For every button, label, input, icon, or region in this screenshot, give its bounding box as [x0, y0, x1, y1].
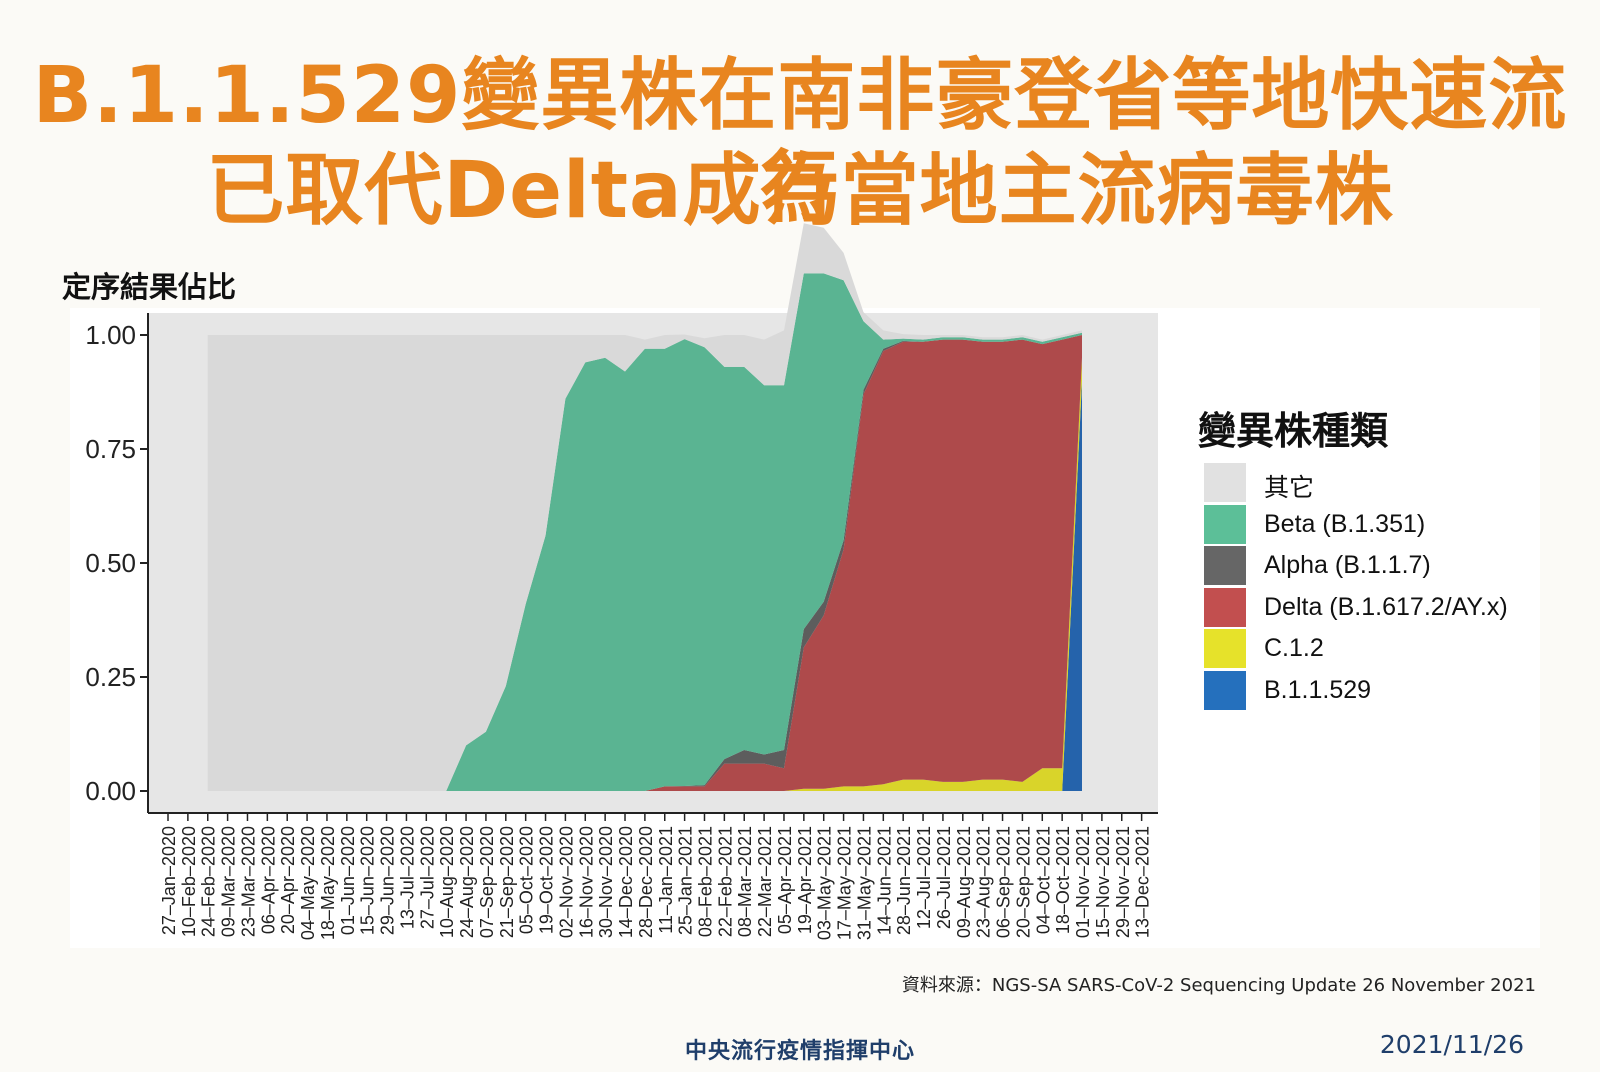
y-tick-label: 0.75 — [85, 434, 136, 464]
x-tick-label: 24–Aug–2020 — [457, 826, 477, 938]
x-tick-label: 02–Nov–2020 — [556, 826, 576, 938]
x-tick-label: 16–Nov–2020 — [576, 826, 596, 938]
x-tick-label: 07–Sep–2020 — [477, 826, 497, 938]
x-tick-label: 21–Sep–2020 — [497, 826, 517, 938]
legend-swatch — [1204, 504, 1246, 544]
x-tick-label: 23–Aug–2021 — [974, 826, 994, 938]
x-tick-label: 17–May–2021 — [835, 826, 855, 940]
x-tick-label: 14–Jun–2021 — [874, 826, 894, 935]
x-tick-label: 29–Nov–2021 — [1113, 826, 1133, 938]
x-tick-label: 06–Apr–2020 — [258, 826, 278, 934]
x-tick-label: 13–Dec–2021 — [1133, 826, 1153, 938]
x-tick-label: 06–Sep–2021 — [994, 826, 1014, 938]
x-tick-label: 27–Jul–2020 — [417, 826, 437, 929]
area-series-delta-b-1-617-2-ay-x — [207, 335, 1082, 791]
x-tick-label: 28–Jun–2021 — [894, 826, 914, 935]
legend-label: 其它 — [1264, 474, 1315, 502]
x-tick-label: 10–Feb–2020 — [179, 826, 199, 937]
footer-date: 2021/11/26 — [1379, 1030, 1524, 1059]
x-tick-label: 30–Nov–2020 — [596, 826, 616, 938]
area-series-beta-b-1-351 — [207, 273, 1082, 791]
x-tick-label: 15–Nov–2021 — [1093, 826, 1113, 938]
x-tick-label: 04–Oct–2021 — [1033, 826, 1053, 934]
legend-swatch — [1204, 546, 1246, 586]
x-tick-label: 08–Mar–2021 — [735, 826, 755, 937]
x-tick-label: 24–Feb–2020 — [199, 826, 219, 937]
legend-swatch — [1204, 463, 1246, 502]
x-tick-label: 20–Sep–2021 — [1013, 826, 1033, 938]
y-tick-label: 0.00 — [85, 776, 136, 806]
x-tick-label: 31–May–2021 — [854, 826, 874, 940]
footer-organization: 中央流行疫情指揮中心 — [684, 1039, 915, 1064]
x-tick-label: 19–Apr–2021 — [795, 826, 815, 934]
variant-area-chart: 0.00 0.25 0.50 0.75 1.00 27–Jan–2020 10–Feb–20… — [85, 223, 1158, 941]
legend-swatch — [1204, 670, 1246, 710]
area-series- — [207, 223, 1082, 792]
x-tick-label: 13–Jul–2020 — [397, 826, 417, 929]
x-tick-label: 08–Feb–2021 — [695, 826, 715, 937]
x-tick-label: 25–Jan–2021 — [676, 826, 696, 935]
x-tick-label: 09–Aug–2021 — [954, 826, 974, 938]
y-tick-label: 1.00 — [85, 320, 136, 350]
legend-label: Beta (B.1.351) — [1264, 509, 1426, 538]
x-tick-label: 19–Oct–2020 — [537, 826, 557, 934]
y-tick-label: 0.25 — [85, 662, 136, 692]
chart-title-line1: B.1.1.529變異株在南非豪登省等地快速流行 — [32, 51, 1568, 233]
x-tick-label: 18–May–2020 — [318, 826, 338, 940]
x-tick-label: 28–Dec–2020 — [636, 826, 656, 938]
x-tick-label: 05–Apr–2021 — [775, 826, 795, 934]
x-tick-label: 27–Jan–2020 — [159, 826, 179, 935]
x-tick-label: 26–Jul–2021 — [934, 826, 954, 929]
y-tick-label: 0.50 — [85, 548, 136, 578]
x-tick-label: 03–May–2021 — [815, 826, 835, 940]
x-tick-label: 29–Jun–2020 — [378, 826, 398, 935]
legend-label: B.1.1.529 — [1264, 675, 1372, 704]
x-tick-label: 09–Mar–2020 — [219, 826, 239, 937]
y-axis-title: 定序結果佔比 — [62, 270, 237, 304]
legend-swatch — [1204, 587, 1246, 627]
x-tick-label: 05–Oct–2020 — [517, 826, 537, 934]
data-source-note: 資料來源：NGS-SA SARS-CoV-2 Sequencing Update… — [901, 975, 1536, 996]
x-tick-label: 15–Jun–2020 — [358, 826, 378, 935]
legend-swatch — [1204, 629, 1246, 669]
legend-label: Delta (B.1.617.2/AY.x) — [1264, 592, 1508, 621]
chart-title-line2: 已取代Delta成為當地主流病毒株 — [206, 146, 1394, 236]
legend-title: 變異株種類 — [1198, 409, 1389, 453]
x-tick-label: 10–Aug–2020 — [437, 826, 457, 938]
x-tick-label: 04–May–2020 — [298, 826, 318, 940]
x-tick-label: 01–Jun–2020 — [338, 826, 358, 935]
x-tick-label: 23–Mar–2020 — [238, 826, 258, 937]
legend-label: C.1.2 — [1264, 634, 1324, 663]
legend-label: Alpha (B.1.1.7) — [1264, 551, 1431, 580]
x-tick-label: 18–Oct–2021 — [1053, 826, 1073, 934]
x-tick-label: 01–Nov–2021 — [1073, 826, 1093, 938]
x-tick-label: 22–Feb–2021 — [715, 826, 735, 937]
x-tick-label: 22–Mar–2021 — [755, 826, 775, 937]
x-tick-label: 11–Jan–2021 — [656, 826, 676, 934]
x-tick-label: 20–Apr–2020 — [278, 826, 298, 934]
x-tick-label: 12–Jul–2021 — [914, 826, 934, 929]
x-tick-label: 14–Dec–2020 — [616, 826, 636, 938]
